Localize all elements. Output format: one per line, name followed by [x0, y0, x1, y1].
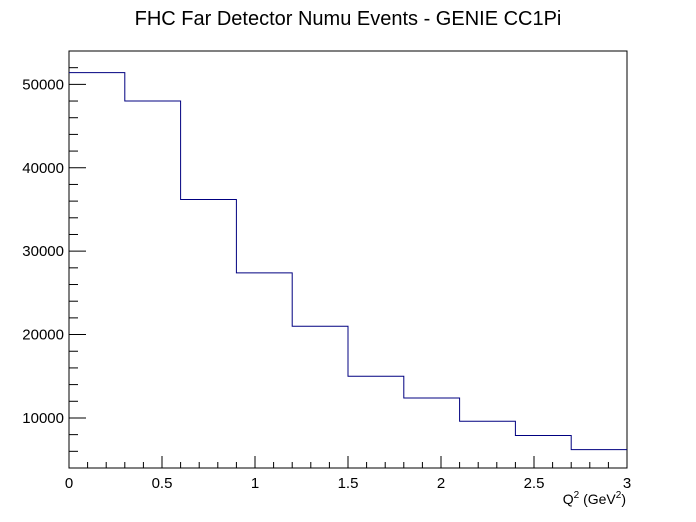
- x-tick-label: 2.5: [524, 475, 545, 492]
- histogram-line: [69, 72, 627, 451]
- histogram-series: [69, 72, 627, 451]
- tick-marks: [68, 50, 628, 469]
- y-tick-label: 10000: [22, 410, 64, 427]
- plot-frame: [68, 50, 628, 469]
- chart-title: FHC Far Detector Numu Events - GENIE CC1…: [135, 8, 562, 30]
- x-axis-label-sup2: 2: [616, 490, 622, 501]
- x-tick-label: 2: [437, 475, 445, 492]
- y-tick-label: 50000: [22, 76, 64, 93]
- y-tick-label: 40000: [22, 160, 64, 177]
- x-tick-label: 1.5: [338, 475, 359, 492]
- x-axis-label-end: ): [621, 491, 626, 507]
- x-tick-label: 3: [623, 475, 631, 492]
- x-axis-label-mid: (GeV: [579, 491, 616, 507]
- x-axis-label-sup: 2: [574, 490, 580, 501]
- x-axis-label-base: Q: [563, 491, 574, 507]
- x-tick-label: 0: [65, 475, 73, 492]
- y-tick-label: 30000: [22, 243, 64, 260]
- y-tick-label: 20000: [22, 327, 64, 344]
- axes: [68, 50, 628, 469]
- x-tick-label: 0.5: [152, 475, 173, 492]
- x-axis-label: Q2 (GeV2): [563, 490, 626, 507]
- tick-labels: 0 0.5 1 1.5 2 2.5 3 10000 20000 30000 40000 50000: [22, 76, 631, 492]
- x-tick-label: 1: [251, 475, 259, 492]
